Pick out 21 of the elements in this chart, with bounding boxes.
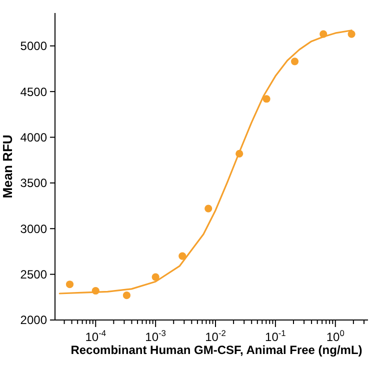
y-tick-label: 4000 bbox=[20, 130, 48, 144]
x-tick-label: 10$^{0}$ bbox=[326, 328, 345, 344]
point bbox=[122, 292, 131, 300]
point bbox=[348, 30, 356, 38]
x-tick-label: 10$^{-1}$ bbox=[265, 328, 286, 344]
x-tick-label: 10$^{-2}$ bbox=[205, 328, 226, 344]
point bbox=[262, 95, 270, 103]
point bbox=[290, 58, 299, 66]
x-tick-label: 10$^{-3}$ bbox=[145, 328, 166, 344]
y-tick-label: 5000 bbox=[20, 39, 48, 54]
x-axis-title: Recombinant Human GM-CSF, Animal Free (ng/mL) bbox=[70, 343, 362, 357]
point bbox=[152, 273, 160, 281]
y-tick-label: 2500 bbox=[20, 268, 48, 282]
y-tick-label: 4500 bbox=[20, 84, 48, 99]
x-tick-label: 10$^{-4}$ bbox=[85, 328, 106, 344]
y-tick-label: 3500 bbox=[20, 176, 48, 190]
point bbox=[66, 280, 74, 288]
y-tick-label: 2000 bbox=[20, 313, 48, 328]
y-axis-title: Mean RFU bbox=[0, 134, 15, 198]
y-tick-label: 3000 bbox=[20, 222, 48, 236]
point bbox=[178, 252, 186, 260]
